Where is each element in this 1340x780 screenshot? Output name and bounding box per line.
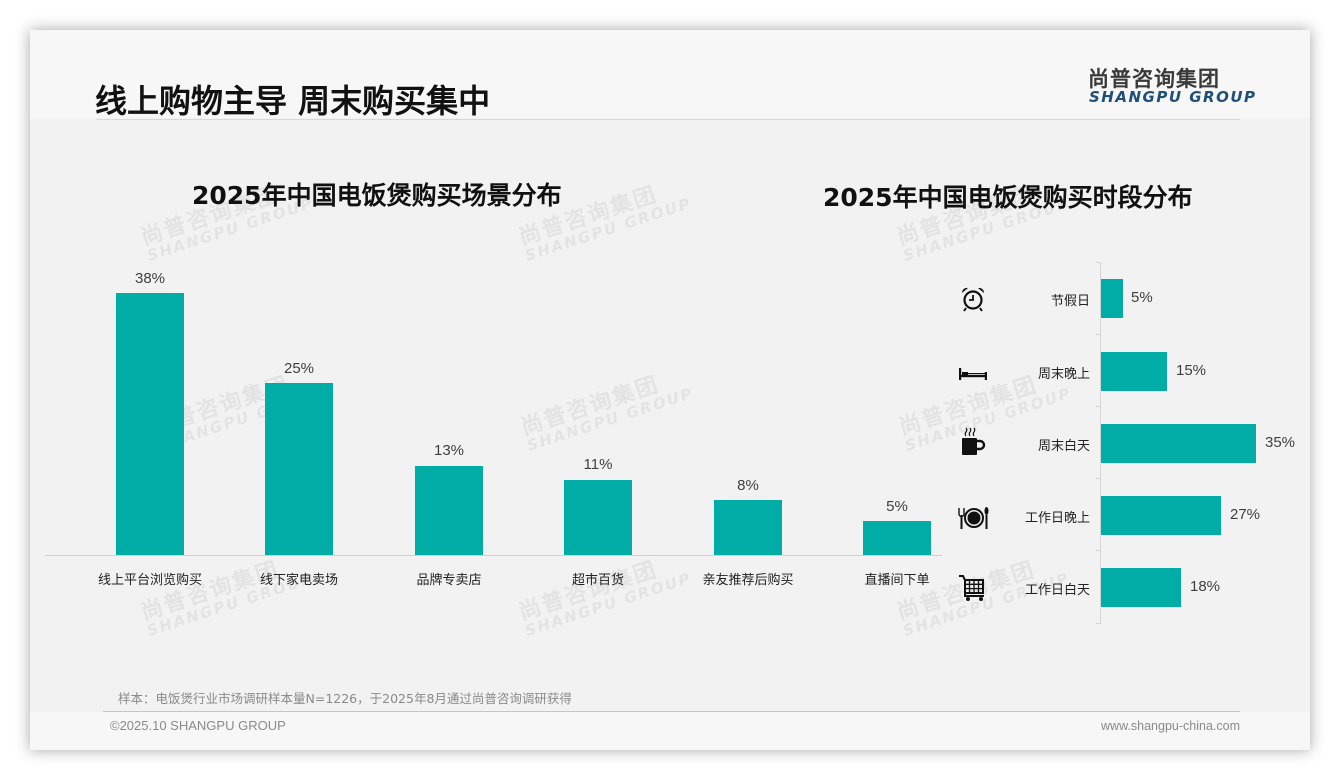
- category-label: 直播间下单: [864, 573, 930, 588]
- slide: 尚普咨询集团 SHANGPU GROUP 尚普咨询集团 SHANGPU GROUP …: [30, 30, 1310, 750]
- category-label: 周末白天: [1037, 439, 1090, 454]
- bar-value-label: 15%: [1176, 362, 1207, 379]
- x-axis-line: [45, 555, 942, 556]
- axis-tick: [1096, 623, 1100, 624]
- header-divider: [96, 119, 1240, 120]
- footer-divider: [103, 711, 1240, 712]
- category-label: 周末晚上: [1037, 367, 1090, 382]
- bar: [564, 480, 632, 555]
- logo-english: SHANGPU GROUP: [1089, 88, 1257, 106]
- bar-group: 5% 直播间下单: [822, 260, 972, 600]
- bar-value-label: 27%: [1230, 506, 1261, 523]
- bar-value-label: 25%: [283, 360, 315, 377]
- bar: [116, 293, 184, 555]
- header-band: [30, 30, 1310, 118]
- axis-tick: [1096, 334, 1100, 335]
- scene-bar-chart: 38% 线上平台浏览购买 25% 线下家电卖场 13% 品牌专卖店 11% 超市…: [45, 260, 942, 600]
- bar: [714, 500, 782, 555]
- category-label: 工作日晚上: [1024, 511, 1090, 526]
- logo-chinese: 尚普咨询集团: [1088, 67, 1220, 91]
- bar: [1101, 496, 1221, 535]
- coffee-cup-icon: [962, 427, 986, 455]
- hbar-row: 工作日白天 18%: [950, 568, 1310, 608]
- y-axis-line: [1100, 262, 1101, 624]
- bar: [1101, 352, 1167, 391]
- bar-group: 38% 线上平台浏览购买: [75, 260, 225, 600]
- sample-note: 样本：电饭煲行业市场调研样本量N=1226，于2025年8月通过尚普咨询调研获得: [118, 691, 572, 706]
- bar-group: 11% 超市百货: [523, 260, 673, 600]
- bar: [1101, 568, 1181, 607]
- bar-value-label: 8%: [737, 477, 759, 494]
- shopping-cart-icon: [959, 575, 984, 601]
- category-label: 品牌专卖店: [416, 573, 482, 588]
- hbar-row: 周末白天 35%: [950, 424, 1310, 464]
- bar-value-label: 18%: [1190, 578, 1221, 595]
- axis-tick: [1096, 550, 1100, 551]
- category-label: 超市百货: [571, 573, 624, 588]
- footer-band: [30, 712, 1310, 750]
- bed-icon: [959, 368, 987, 380]
- alarm-clock-icon: [961, 287, 985, 312]
- bar: [265, 383, 333, 555]
- bar-value-label: 13%: [433, 442, 465, 459]
- bar-group: 25% 线下家电卖场: [224, 260, 374, 600]
- hbar-row: 周末晚上 15%: [950, 352, 1310, 392]
- copyright: ©2025.10 SHANGPU GROUP: [110, 718, 286, 733]
- category-label: 节假日: [1050, 294, 1090, 309]
- bar-group: 13% 品牌专卖店: [374, 260, 524, 600]
- hbar-row: 节假日 5%: [950, 279, 1310, 319]
- category-label: 线上平台浏览购买: [97, 573, 202, 588]
- bar-value-label: 35%: [1265, 434, 1296, 451]
- scene-chart-title: 2025年中国电饭煲购买场景分布: [192, 181, 562, 210]
- page-title: 线上购物主导 周末购买集中: [95, 82, 491, 120]
- bar: [863, 521, 931, 555]
- bar-value-label: 5%: [1131, 289, 1153, 306]
- category-label: 工作日白天: [1024, 583, 1090, 598]
- category-label: 线下家电卖场: [259, 573, 338, 588]
- plate-cutlery-icon: [958, 507, 989, 529]
- time-chart-title: 2025年中国电饭煲购买时段分布: [823, 183, 1193, 212]
- axis-tick: [1096, 262, 1100, 263]
- bar: [415, 466, 483, 555]
- bar-value-label: 38%: [134, 270, 166, 287]
- bar-value-label: 5%: [886, 498, 908, 515]
- website-link[interactable]: www.shangpu-china.com: [1101, 719, 1240, 733]
- hbar-row: 工作日晚上 27%: [950, 496, 1310, 536]
- category-label: 亲友推荐后购买: [702, 573, 794, 588]
- axis-tick: [1096, 478, 1100, 479]
- bar-value-label: 11%: [583, 456, 613, 473]
- axis-tick: [1096, 406, 1100, 407]
- bar: [1101, 424, 1256, 463]
- bar-group: 8% 亲友推荐后购买: [673, 260, 823, 600]
- bar: [1101, 279, 1123, 318]
